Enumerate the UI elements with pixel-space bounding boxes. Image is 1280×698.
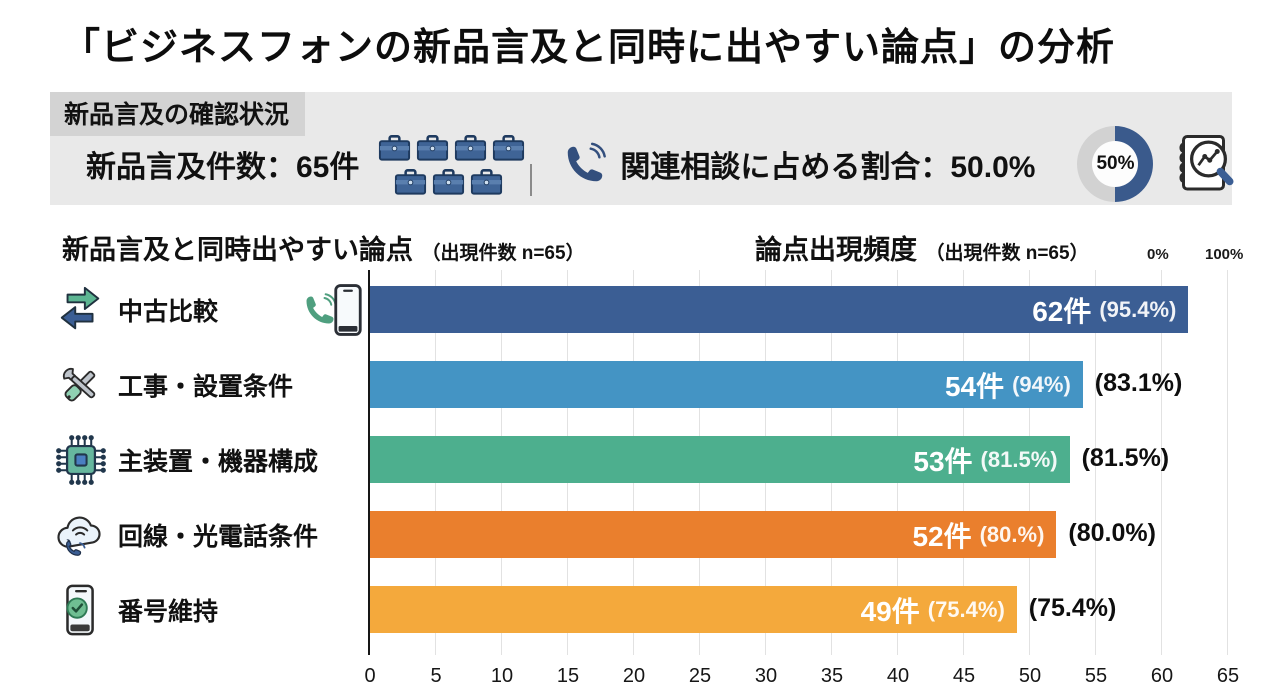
bar-percent-label: (94%) — [1012, 371, 1071, 397]
phone-check-icon — [54, 583, 108, 637]
x-tick-label: 65 — [1216, 665, 1240, 687]
x-tick-label: 10 — [490, 665, 514, 687]
bar-outside-percent-label: (83.1%) — [1094, 369, 1183, 397]
briefcase-icon — [431, 165, 466, 197]
category-row: 中古比較 — [54, 278, 366, 342]
x-tick-label: 25 — [688, 665, 712, 687]
bar-percent-label: (75.4%) — [927, 596, 1005, 622]
plot-area: 62件 (95.4%) 54件 (94%) (83.1%) 53件 (81.5%) (81.5… — [364, 270, 1239, 687]
text-caret-artifact — [530, 164, 533, 196]
x-tick-label: 55 — [1084, 665, 1108, 687]
chip-icon — [54, 433, 108, 487]
summary-panel-row: 新品言及件数：65件 関連相談に占める割合：50.0% 50% — [86, 126, 1241, 202]
summary-panel-header: 新品言及の確認状況 — [50, 92, 306, 136]
briefcase-icon-group — [377, 131, 526, 197]
x-tick-label: 40 — [886, 665, 910, 687]
category-label: 中古比較 — [118, 298, 219, 326]
right-section-title: 論点出現頻度 — [755, 235, 917, 265]
category-label: 工事・設置条件 — [118, 373, 294, 401]
bar-count-label: 53件 — [913, 445, 973, 477]
left-section-title: 新品言及と同時出やすい論点 — [62, 235, 413, 265]
x-tick-label: 45 — [952, 665, 976, 687]
percent-axis-min-label: 0% — [1147, 246, 1169, 263]
x-tick-label: 30 — [754, 665, 778, 687]
bar-回線・光電話条件: 52件 (80.%) — [370, 511, 1057, 558]
x-tick-label: 20 — [622, 665, 646, 687]
gridline — [1095, 270, 1096, 655]
x-tick-label: 50 — [1018, 665, 1042, 687]
x-tick-label: 5 — [430, 665, 442, 687]
briefcase-row-1 — [377, 131, 526, 163]
bar-番号維持: 49件 (75.4%) — [370, 586, 1017, 633]
phone-waves-icon — [562, 141, 608, 187]
ratio-stat: 関連相談に占める割合：50.0% — [620, 151, 1036, 184]
briefcase-icon — [491, 131, 526, 163]
briefcase-icon — [415, 131, 450, 163]
right-section-subtitle: （出現件数 n=65） — [925, 243, 1089, 264]
category-row: 回線・光電話条件 — [54, 503, 366, 567]
bar-主装置・機器構成: 53件 (81.5%) — [370, 436, 1070, 483]
donut-chart: 50% — [1077, 126, 1154, 202]
bar-percent-label: (95.4%) — [1099, 296, 1177, 322]
donut-value-label: 50% — [1096, 153, 1135, 174]
x-tick-label: 35 — [820, 665, 844, 687]
mention-count-stat: 新品言及件数：65件 — [86, 151, 360, 184]
doc-magnifier-icon — [1171, 129, 1241, 199]
bar-工事・設置条件: 54件 (94%) — [370, 361, 1083, 408]
x-tick-label: 0 — [364, 665, 376, 687]
bar-percent-label: (81.5%) — [980, 446, 1058, 472]
category-row: 主装置・機器構成 — [54, 428, 366, 492]
smartphone-icon — [332, 282, 364, 338]
category-label: 主装置・機器構成 — [118, 448, 319, 476]
left-section-subtitle: （出現件数 n=65） — [421, 243, 585, 264]
page-title: 「ビジネスフォンの新品言及と同時に出やすい論点」の分析 — [62, 27, 1116, 69]
gridline — [1227, 270, 1228, 655]
bar-percent-label: (80.%) — [979, 521, 1045, 547]
right-section-header: 論点出現頻度 （出現件数 n=65） — [755, 228, 1089, 267]
bar-中古比較: 62件 (95.4%) — [370, 286, 1189, 333]
bar-count-label: 49件 — [860, 595, 920, 627]
category-row: 工事・設置条件 — [54, 353, 366, 417]
briefcase-icon — [393, 165, 428, 197]
bar-outside-percent-label: (80.0%) — [1068, 519, 1156, 547]
summary-panel: 新品言及の確認状況 新品言及件数：65件 関連相談に占める割合：50.0% 50… — [50, 92, 1234, 205]
cloud-phone-icon — [54, 508, 108, 562]
swap-arrows-icon — [54, 283, 108, 337]
bar-count-label: 52件 — [912, 520, 972, 552]
gridline — [1161, 270, 1162, 655]
bar-outside-percent-label: (75.4%) — [1028, 594, 1117, 622]
briefcase-row-2 — [393, 165, 526, 197]
briefcase-icon — [377, 131, 412, 163]
tools-icon — [54, 358, 108, 412]
category-label: 番号維持 — [118, 598, 219, 626]
bar-count-label: 62件 — [1032, 295, 1092, 327]
briefcase-icon — [453, 131, 488, 163]
bar-chart: 中古比較工事・設置条件 主装置・機器構成 回線・光電話条件 番号維持 62件 (95.4… — [50, 270, 1239, 695]
percent-axis-max-label: 100% — [1205, 246, 1244, 263]
category-label: 回線・光電話条件 — [118, 523, 319, 551]
left-section-header: 新品言及と同時出やすい論点 （出現件数 n=65） — [62, 228, 585, 267]
x-tick-label: 15 — [556, 665, 580, 687]
category-row: 番号維持 — [54, 578, 366, 642]
category-column: 中古比較工事・設置条件 主装置・機器構成 回線・光電話条件 番号維持 — [50, 270, 368, 655]
category-extra-icons — [306, 282, 364, 338]
bar-outside-percent-label: (81.5%) — [1081, 444, 1170, 472]
briefcase-icon — [469, 165, 504, 197]
bar-count-label: 54件 — [944, 370, 1005, 402]
x-tick-label: 60 — [1150, 665, 1174, 687]
